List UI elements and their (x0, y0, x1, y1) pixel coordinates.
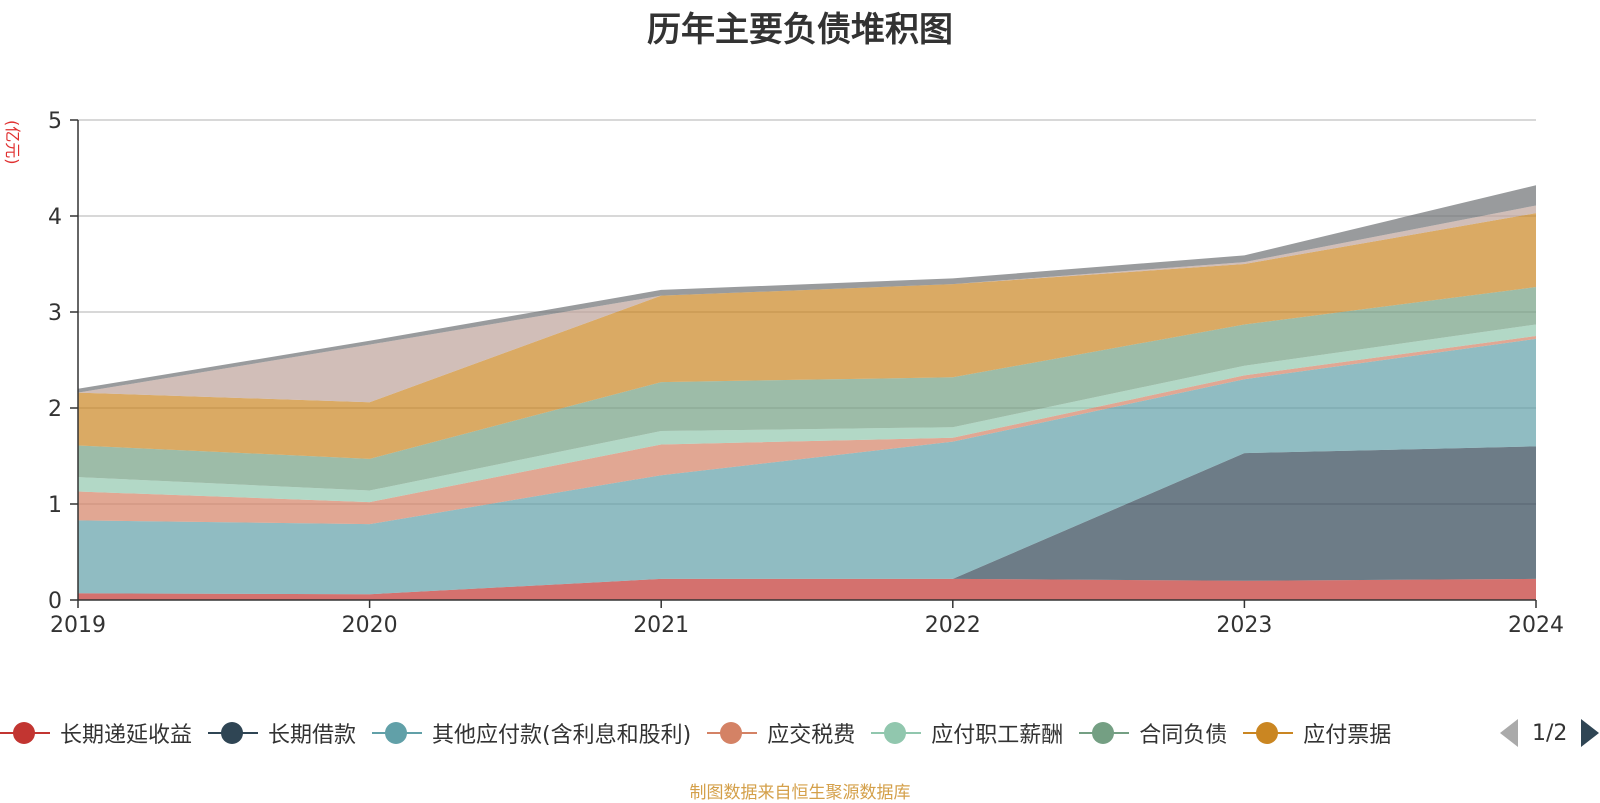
y-tick-label: 1 (48, 493, 62, 518)
area-series-5 (78, 287, 1536, 491)
y-tick-label: 3 (48, 301, 62, 326)
legend-page-indicator: 1/2 (1532, 720, 1568, 746)
x-tick-label: 2021 (633, 613, 689, 638)
stacked-areas (78, 185, 1536, 600)
legend-label: 合同负债 (1139, 723, 1228, 748)
area-series-6 (78, 213, 1536, 459)
chart-title: 历年主要负债堆积图 (647, 10, 953, 50)
x-tick-label: 2022 (925, 613, 981, 638)
legend-next-arrow-icon[interactable] (1581, 719, 1600, 747)
legend-item[interactable]: 应付票据 (1243, 715, 1391, 751)
legend-item[interactable]: 长期借款 (208, 715, 356, 751)
legend-item[interactable]: 合同负债 (1079, 715, 1227, 751)
area-series-7 (78, 205, 1536, 403)
y-tick-label: 2 (48, 397, 62, 422)
x-tick-label: 2024 (1508, 613, 1564, 638)
legend-marker-icon (372, 721, 423, 745)
legend-pager: 1/2 (1500, 715, 1600, 751)
legend-marker-icon (0, 721, 50, 745)
axes (70, 119, 1537, 608)
area-series-3 (78, 336, 1536, 525)
y-axis-unit: (亿元) (3, 120, 22, 165)
legend-label: 长期递延收益 (60, 723, 193, 748)
legend-marker-icon (208, 721, 259, 745)
legend-label: 其他应付款(含利息和股利) (432, 723, 692, 748)
legend-marker-icon (1079, 721, 1130, 745)
y-tick-label: 5 (48, 109, 62, 134)
x-tick-label: 2019 (50, 613, 106, 638)
legend-label: 应交税费 (767, 723, 856, 748)
area-series-4 (78, 324, 1536, 503)
legend: 长期递延收益 长期借款 其他应付款(含利息和股利) 应交税费 应付职工薪酬 合同负债 应付票… (0, 715, 1480, 751)
legend-prev-arrow-icon[interactable] (1500, 719, 1518, 747)
area-series-0 (78, 578, 1536, 600)
legend-label: 应付职工薪酬 (931, 723, 1064, 748)
legend-marker-icon (871, 721, 922, 745)
legend-marker-icon (707, 721, 758, 745)
legend-label: 应付票据 (1303, 723, 1392, 748)
data-source-note: 制图数据来自恒生聚源数据库 (689, 783, 911, 803)
y-tick-label: 4 (48, 205, 62, 230)
x-tick-label: 2020 (342, 613, 398, 638)
legend-item[interactable]: 应交税费 (707, 715, 855, 751)
legend-item[interactable]: 其他应付款(含利息和股利) (372, 715, 691, 751)
y-tick-label: 0 (48, 589, 62, 614)
tick-labels: 0 1 2 3 4 5 2019 2020 2021 2022 2023 2024 (48, 109, 1564, 638)
legend-item[interactable]: 长期递延收益 (0, 715, 192, 751)
area-series-8 (78, 185, 1536, 393)
legend-marker-icon (1243, 721, 1294, 745)
legend-label: 长期借款 (268, 723, 357, 748)
area-series-2 (78, 338, 1536, 595)
area-series-1 (78, 446, 1536, 595)
x-tick-label: 2023 (1216, 613, 1272, 638)
legend-item[interactable]: 应付职工薪酬 (871, 715, 1063, 751)
